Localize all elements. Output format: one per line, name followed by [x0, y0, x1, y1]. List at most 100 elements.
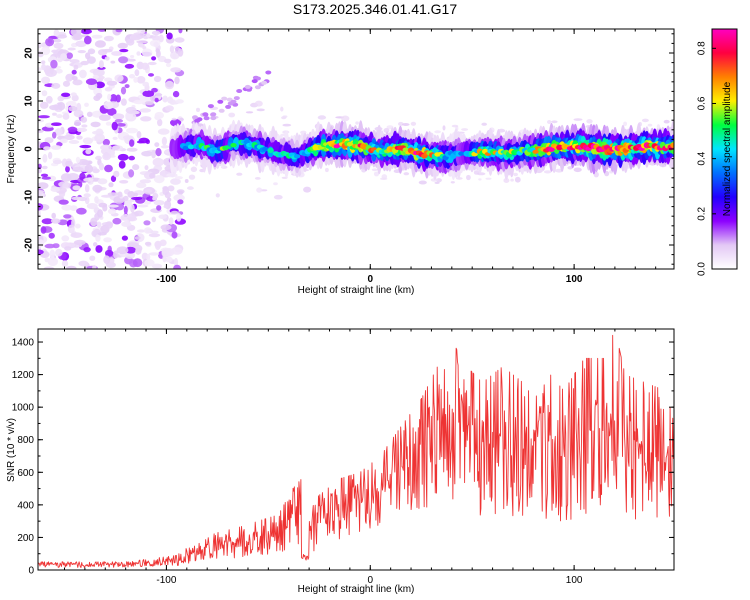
- scatter-blob: [280, 106, 284, 112]
- scatter-blob: [383, 128, 390, 133]
- streak-blob: [203, 116, 210, 121]
- noise-blob: [161, 136, 167, 146]
- noise-blob: [102, 48, 113, 53]
- noise-blob: [128, 169, 135, 178]
- noise-blob: [61, 92, 71, 98]
- noise-blob: [75, 156, 81, 164]
- noise-blob: [160, 224, 172, 231]
- noise-blob: [165, 105, 174, 112]
- noise-blob: [120, 86, 127, 95]
- noise-blob: [41, 46, 51, 56]
- noise-blob: [51, 122, 62, 126]
- noise-blob: [172, 90, 180, 98]
- noise-blob: [133, 192, 139, 197]
- noise-blob: [76, 127, 88, 133]
- colorbar-tick-label: 0.6: [697, 96, 708, 110]
- noise-blob: [111, 145, 124, 151]
- noise-blob: [80, 116, 88, 123]
- noise-blob: [76, 135, 83, 140]
- noise-blob: [41, 165, 48, 170]
- noise-blob: [68, 140, 80, 144]
- noise-blob: [62, 80, 71, 87]
- noise-blob: [132, 164, 140, 171]
- streak-blob: [261, 80, 268, 85]
- noise-blob: [129, 139, 135, 147]
- snr-series-line: [38, 334, 674, 568]
- noise-blob: [77, 50, 87, 54]
- noise-blob: [167, 185, 175, 192]
- scatter-blob: [254, 177, 261, 180]
- noise-blob: [126, 38, 135, 46]
- noise-blob: [127, 242, 139, 248]
- noise-blob: [99, 114, 111, 121]
- noise-blob: [142, 81, 149, 87]
- scatter-blob: [303, 186, 312, 193]
- streak-blob: [192, 115, 198, 120]
- ridge-blob: [187, 144, 195, 150]
- noise-blob: [114, 74, 124, 83]
- y-tick-label: -20: [24, 237, 35, 252]
- noise-blob: [92, 264, 97, 269]
- streak-blob: [236, 89, 243, 93]
- noise-blob: [103, 101, 114, 110]
- noise-blob: [109, 94, 118, 103]
- noise-blob: [157, 118, 163, 127]
- noise-blob: [158, 34, 164, 43]
- noise-blob: [38, 249, 44, 255]
- noise-blob: [41, 63, 47, 71]
- noise-blob: [107, 204, 119, 208]
- noise-blob: [154, 93, 163, 97]
- noise-blob: [80, 60, 89, 66]
- noise-blob: [112, 136, 118, 140]
- noise-blob: [83, 177, 94, 182]
- scatter-blob: [513, 172, 518, 177]
- ridge-blob: [293, 154, 301, 159]
- noise-blob: [41, 60, 46, 65]
- noise-blob: [84, 184, 90, 193]
- scatter-blob: [573, 118, 583, 121]
- noise-blob: [86, 111, 93, 118]
- noise-blob: [72, 185, 81, 191]
- colorbar-gradient: [712, 29, 737, 269]
- noise-blob: [70, 29, 82, 37]
- noise-blob: [123, 205, 128, 215]
- noise-blob: [174, 76, 180, 85]
- noise-blob: [94, 40, 106, 48]
- noise-blob: [126, 127, 138, 134]
- scatter-blob: [586, 119, 593, 124]
- spectrogram-heatmap: [38, 29, 674, 269]
- noise-blob: [94, 81, 106, 89]
- scatter-blob: [355, 121, 359, 125]
- noise-blob: [61, 204, 73, 211]
- y-tick-label: -10: [24, 189, 35, 204]
- scatter-blob: [547, 120, 552, 124]
- scatter-blob: [273, 194, 283, 200]
- noise-blob: [107, 93, 112, 101]
- noise-blob: [50, 218, 61, 224]
- y-tick-label: 10: [24, 95, 35, 107]
- scatter-blob: [273, 182, 278, 186]
- noise-blob: [58, 199, 69, 205]
- streak-blob: [210, 112, 217, 117]
- noise-blob: [65, 73, 73, 82]
- noise-blob: [70, 92, 77, 97]
- noise-blob: [38, 115, 50, 119]
- noise-blob: [168, 217, 174, 225]
- noise-blob: [98, 162, 105, 171]
- colorbar-fill: [712, 29, 737, 269]
- noise-blob: [130, 34, 142, 41]
- spectrogram-ylabel: Frequency (Hz): [6, 115, 17, 184]
- noise-blob: [103, 35, 114, 42]
- streak-blob: [217, 99, 224, 104]
- scatter-blob: [647, 123, 653, 127]
- noise-blob: [51, 49, 59, 53]
- noise-blob: [97, 66, 106, 70]
- noise-blob: [60, 53, 67, 61]
- colorbar-label: Normalized spectral amplitude: [722, 81, 733, 216]
- noise-blob: [165, 62, 172, 68]
- noise-blob: [126, 147, 138, 152]
- noise-blob: [137, 204, 149, 208]
- noise-blob: [55, 248, 63, 257]
- noise-blob: [143, 220, 151, 226]
